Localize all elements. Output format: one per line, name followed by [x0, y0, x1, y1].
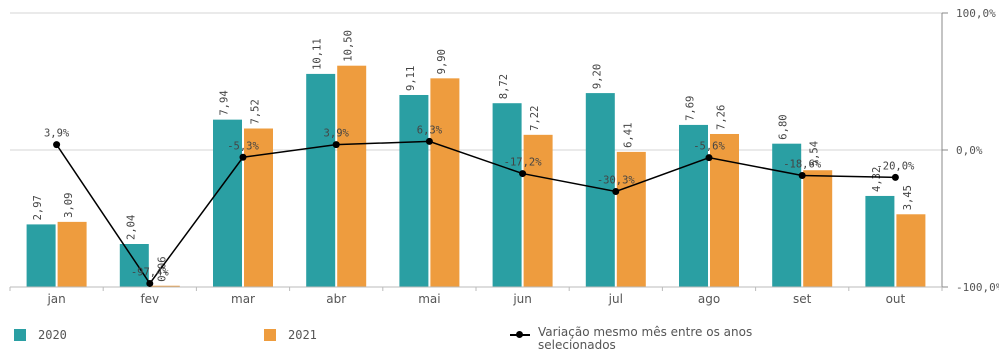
variation-point: [705, 154, 713, 162]
variation-line: [55, 140, 896, 285]
right-axis-tick-label: -100,0%: [956, 281, 999, 294]
category-label-jan: jan: [46, 292, 65, 306]
category-label-out: out: [886, 292, 906, 306]
variation-point: [612, 188, 620, 196]
variation-label: 6,3%: [417, 124, 443, 136]
bar-2021-fev: [150, 285, 180, 287]
bar-value-label: 2,04: [125, 215, 137, 240]
variation-point: [53, 141, 61, 149]
bar-2020-jan: [26, 224, 56, 287]
bar-2020-abr: [306, 73, 336, 287]
variation-label: 3,9%: [324, 128, 350, 140]
bar-2021-set: [803, 170, 833, 287]
legend-item-variation[interactable]: Variação mesmo mês entre os anos selecio…: [510, 326, 778, 352]
bar-2021-jul: [616, 151, 646, 287]
variation-label: -18,6%: [783, 158, 822, 170]
bar-2020-mar: [213, 119, 242, 287]
legend-line-marker-icon: [510, 329, 530, 341]
bar-2021-mar: [244, 128, 273, 287]
legend-swatch-2020: [14, 329, 26, 341]
bar-2021-jan: [57, 221, 87, 287]
variation-point: [239, 153, 247, 161]
bar-2021-out: [896, 214, 926, 287]
variation-label: -17,2%: [504, 157, 543, 169]
legend-label-2021: 2021: [288, 328, 317, 342]
bar-2020-fev: [119, 244, 149, 287]
bar-value-label: 10,11: [312, 38, 324, 70]
bar-value-label: 6,41: [622, 123, 634, 148]
bar-value-label: 7,69: [685, 96, 697, 121]
bar-value-label: 5,54: [809, 141, 821, 166]
variation-point: [891, 173, 899, 181]
bar-2021-abr: [337, 65, 367, 287]
variation-point: [519, 170, 527, 178]
right-axis-tick-label: 0,0%: [956, 144, 983, 157]
category-label-ago: ago: [698, 292, 720, 306]
legend-label-2020: 2020: [38, 328, 67, 342]
variation-label: -97,4%: [131, 266, 170, 278]
category-label-jun: jun: [512, 292, 532, 306]
bar-value-label: 2,97: [32, 195, 44, 220]
chart-legend: 2020 2021 Variação mesmo mês entre os an…: [0, 326, 999, 352]
bar-2021-ago: [710, 133, 739, 287]
combo-chart: 100,0%0,0%-100,0%2,97 3,09jan2,040,06fev7…: [9, 7, 999, 306]
category-label-abr: abr: [326, 292, 346, 306]
legend-item-2021[interactable]: 2021: [264, 326, 317, 344]
variation-point: [332, 141, 340, 149]
bar-2020-mai: [399, 94, 429, 287]
bar-value-label: 10,50: [343, 30, 355, 62]
category-label-mai: mai: [418, 292, 440, 306]
bar-value-label: 4,32: [871, 167, 883, 192]
bar-2020-out: [865, 195, 895, 287]
bar-value-label: 7,26: [716, 105, 728, 130]
bar-value-label: 9,20: [591, 64, 603, 89]
variation-label: -5,3%: [227, 140, 259, 152]
variation-point: [425, 137, 433, 145]
bar-value-label: 9,11: [405, 66, 417, 91]
variation-label: -5,6%: [693, 141, 725, 153]
bar-2020-jun: [492, 103, 522, 287]
bar-2020-set: [772, 143, 802, 287]
bar-value-label: 7,94: [219, 90, 231, 115]
variation-label: -30,3%: [597, 175, 636, 187]
bar-value-label: 9,90: [436, 49, 448, 74]
bar-2021-jun: [523, 134, 553, 287]
category-label-mar: mar: [231, 292, 255, 306]
bar-value-label: 7,22: [529, 106, 541, 131]
bar-value-label: 6,80: [778, 114, 790, 139]
bar-2020-ago: [679, 124, 708, 288]
variation-point: [798, 171, 806, 179]
variation-label: -20,0%: [876, 160, 915, 172]
variation-label: 3,9%: [44, 128, 70, 140]
category-label-jul: jul: [608, 292, 623, 306]
right-axis-tick-label: 100,0%: [956, 7, 996, 20]
bar-value-label: 8,72: [498, 74, 510, 99]
variation-point: [146, 279, 154, 287]
legend-item-2020[interactable]: 2020: [14, 326, 67, 344]
bar-value-label: 3,09: [63, 193, 75, 218]
legend-label-variation: Variação mesmo mês entre os anos selecio…: [538, 325, 753, 352]
category-label-set: set: [793, 292, 812, 306]
bar-value-label: 7,52: [250, 99, 262, 124]
category-label-fev: fev: [140, 292, 159, 306]
bar-value-label: 3,45: [902, 185, 914, 210]
legend-swatch-2021: [264, 329, 276, 341]
bar-2021-mai: [430, 78, 460, 287]
